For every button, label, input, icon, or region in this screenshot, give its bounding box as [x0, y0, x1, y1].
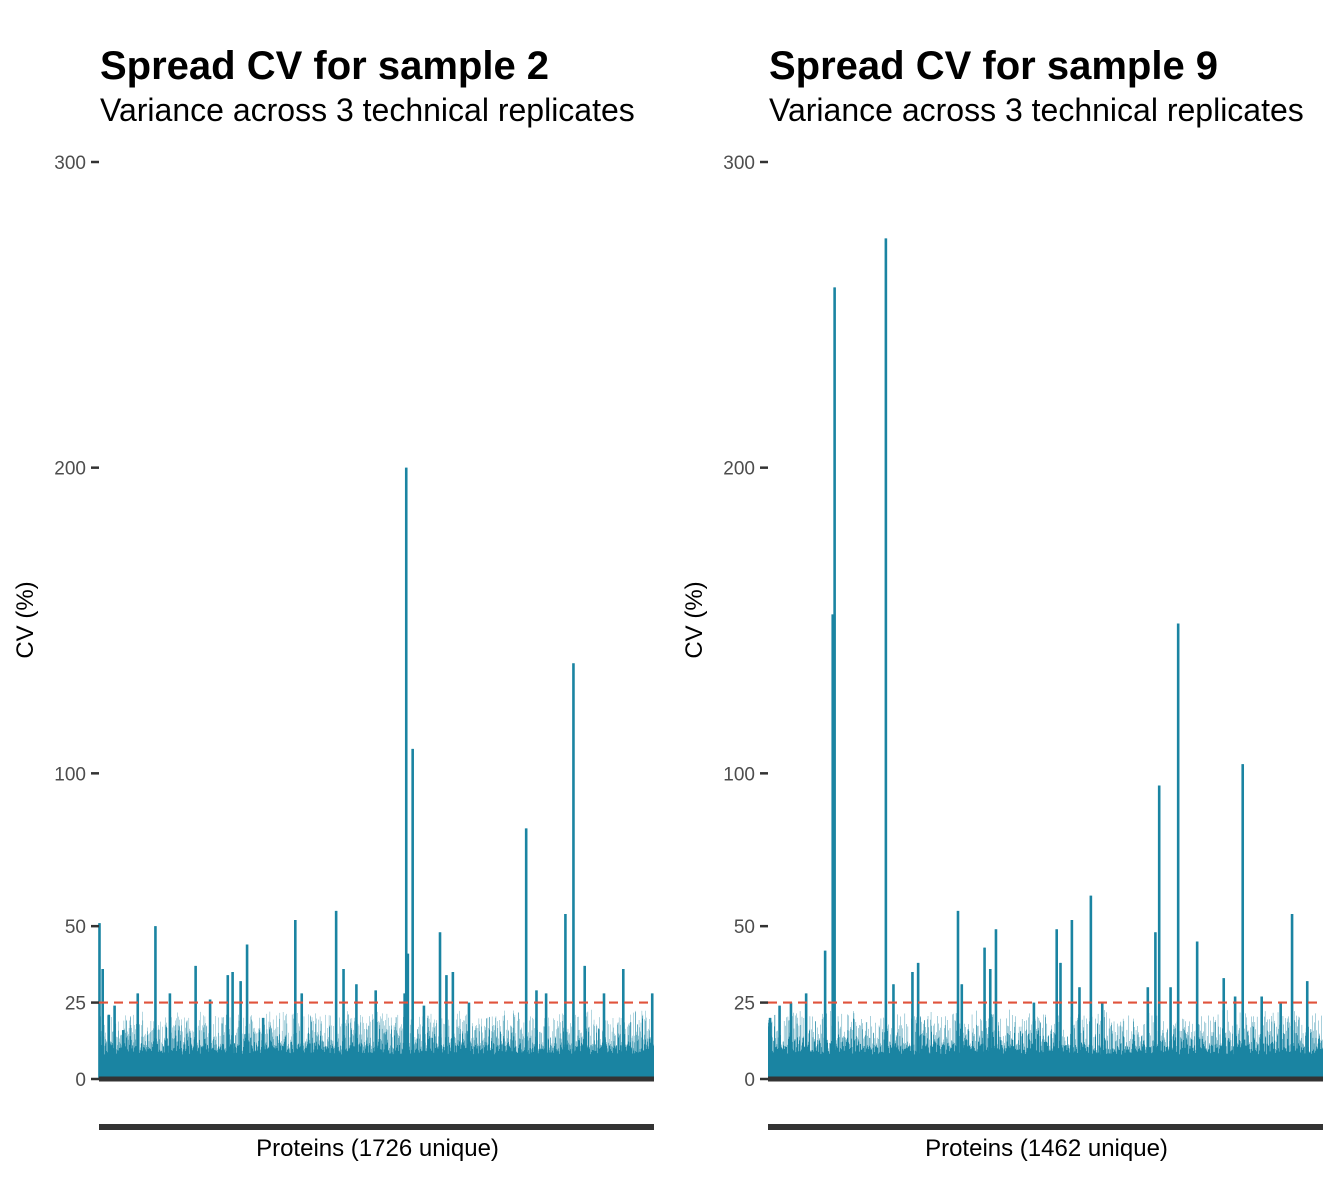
y-tick-label: 0	[75, 1070, 86, 1091]
x-axis-label: Proteins (1726 unique)	[256, 1135, 499, 1162]
y-tick-label: 100	[54, 764, 86, 785]
cv-panel-sample-2: Spread CV for sample 2 Variance across 3…	[12, 44, 654, 1162]
chart-subtitle: Variance across 3 technical replicates	[769, 92, 1304, 128]
y-tick-label: 0	[744, 1070, 755, 1091]
cv-bars-baseline	[99, 467, 654, 1079]
x-axis-label: Proteins (1462 unique)	[925, 1135, 1168, 1162]
y-tick-label: 200	[54, 459, 86, 480]
cv-plot: 0 25 50 100 200 300	[723, 153, 1323, 1130]
cv-panel-sample-9: Spread CV for sample 9 Variance across 3…	[669, 0, 1338, 1181]
y-tick-label: 50	[65, 917, 86, 938]
chart-title: Spread CV for sample 2	[100, 44, 550, 88]
y-tick-label: 25	[734, 994, 755, 1015]
chart-title: Spread CV for sample 9	[769, 44, 1219, 88]
chart-subtitle: Variance across 3 technical replicates	[100, 92, 635, 128]
y-tick-label: 200	[723, 459, 755, 480]
y-tick-label: 25	[65, 994, 86, 1015]
cv-bars-baseline	[768, 238, 1323, 1080]
cv-plot: 0 25 50 100 200 300	[54, 153, 654, 1130]
y-tick-label: 300	[54, 153, 86, 174]
y-tick-label: 50	[734, 917, 755, 938]
y-tick-label: 300	[723, 153, 755, 174]
bars-group	[98, 467, 654, 1079]
bars-group	[768, 238, 1323, 1080]
y-tick-label: 100	[723, 764, 755, 785]
